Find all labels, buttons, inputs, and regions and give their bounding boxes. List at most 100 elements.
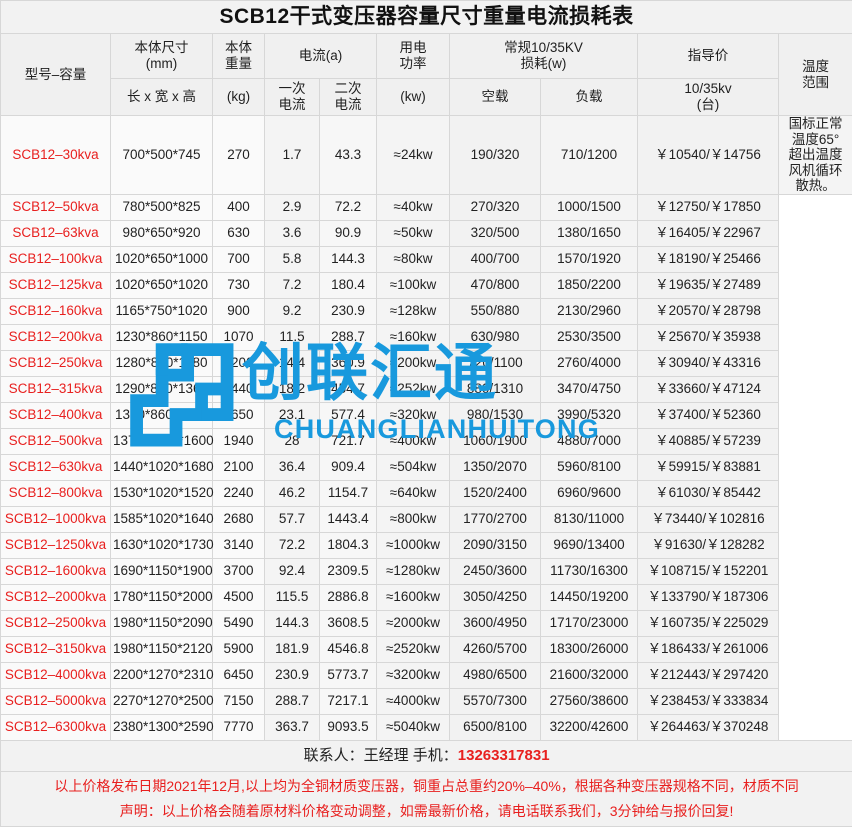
cell-model: SCB12–250kva	[1, 350, 111, 376]
cell-current-primary: 23.1	[265, 402, 320, 428]
current-title: 电流(a)	[299, 48, 343, 63]
cell-current-secondary: 5773.7	[320, 662, 377, 688]
cell-weight: 2680	[213, 506, 265, 532]
cell-current-primary: 14.4	[265, 350, 320, 376]
cell-model: SCB12–6300kva	[1, 714, 111, 740]
cell-price: ￥59915/￥83881	[638, 454, 779, 480]
cell-loss-load: 3470/4750	[541, 376, 638, 402]
cell-dimensions: 1980*1150*2090	[111, 610, 213, 636]
cell-price: ￥108715/￥152201	[638, 558, 779, 584]
cell-current-primary: 2.9	[265, 194, 320, 220]
cell-dimensions: 1440*1020*1680	[111, 454, 213, 480]
cell-loss-noload: 980/1530	[450, 402, 541, 428]
cell-model: SCB12–100kva	[1, 246, 111, 272]
cell-loss-noload: 1520/2400	[450, 480, 541, 506]
cell-loss-load: 1850/2200	[541, 272, 638, 298]
cell-current-secondary: 90.9	[320, 220, 377, 246]
cell-model: SCB12–1600kva	[1, 558, 111, 584]
cell-price: ￥18190/￥25466	[638, 246, 779, 272]
cell-loss-noload: 1350/2070	[450, 454, 541, 480]
notice-row: 以上价格发布日期2021年12月,以上均为全铜材质变压器，铜重占总重约20%–4…	[1, 771, 852, 826]
col-subheader-current-secondary: 二次 电流	[320, 79, 377, 116]
cell-weight: 3700	[213, 558, 265, 584]
cell-loss-noload: 3050/4250	[450, 584, 541, 610]
cell-model: SCB12–200kva	[1, 324, 111, 350]
cell-dimensions: 1370*1020*1600	[111, 428, 213, 454]
cell-dimensions: 1585*1020*1640	[111, 506, 213, 532]
temperature-note-cell: 国标正常 温度65° 超出温度 风机循环 散热。	[779, 116, 852, 195]
cell-dimensions: 2270*1270*2500	[111, 688, 213, 714]
cell-loss-load: 3990/5320	[541, 402, 638, 428]
cell-weight: 1200	[213, 350, 265, 376]
cell-weight: 2100	[213, 454, 265, 480]
cell-loss-load: 2130/2960	[541, 298, 638, 324]
temp-title-line2: 范围	[781, 75, 850, 91]
cell-loss-load: 1380/1650	[541, 220, 638, 246]
col-subheader-loss-noload: 空载	[450, 79, 541, 116]
notice-cell: 以上价格发布日期2021年12月,以上均为全铜材质变压器，铜重占总重约20%–4…	[1, 771, 852, 826]
cell-model: SCB12–2500kva	[1, 610, 111, 636]
col-header-model: 型号–容量	[1, 34, 111, 116]
cell-current-secondary: 180.4	[320, 272, 377, 298]
cell-dimensions: 2200*1270*2310	[111, 662, 213, 688]
cell-model: SCB12–30kva	[1, 116, 111, 195]
cell-dimensions: 1320*860*1430	[111, 402, 213, 428]
cell-loss-noload: 2450/3600	[450, 558, 541, 584]
col-header-dimensions: 本体尺寸 (mm)	[111, 34, 213, 79]
cell-power: ≈1000kw	[377, 532, 450, 558]
cell-loss-load: 1000/1500	[541, 194, 638, 220]
cell-power: ≈80kw	[377, 246, 450, 272]
col-subheader-weight-unit: (kg)	[213, 79, 265, 116]
cell-power: ≈24kw	[377, 116, 450, 195]
cell-current-primary: 28	[265, 428, 320, 454]
cell-price: ￥10540/￥14756	[638, 116, 779, 195]
page-root: SCB12干式变压器容量尺寸重量电流损耗表 型号–容量 本体尺寸 (mm) 本体…	[0, 0, 852, 779]
contact-phone[interactable]: 13263317831	[458, 747, 550, 764]
cell-current-secondary: 1443.4	[320, 506, 377, 532]
cell-current-secondary: 3608.5	[320, 610, 377, 636]
table-row[interactable]: SCB12–30kva 700*500*745 270 1.7 43.3 ≈24…	[1, 116, 852, 195]
cell-dimensions: 1530*1020*1520	[111, 480, 213, 506]
cell-loss-noload: 470/800	[450, 272, 541, 298]
cell-current-secondary: 9093.5	[320, 714, 377, 740]
cell-price: ￥61030/￥85442	[638, 480, 779, 506]
cell-power: ≈504kw	[377, 454, 450, 480]
col-subheader-dimensions: 长 x 宽 x 高	[111, 79, 213, 116]
contact-cell: 联系人：王经理 手机：13263317831	[1, 740, 852, 771]
loss-title-line1: 常规10/35KV	[452, 40, 635, 56]
cell-price: ￥264463/￥370248	[638, 714, 779, 740]
cell-price: ￥25670/￥35938	[638, 324, 779, 350]
cell-loss-noload: 550/880	[450, 298, 541, 324]
cell-dimensions: 1230*860*1150	[111, 324, 213, 350]
notice-line-2: 声明：以上价格会随着原材料价格变动调整，如需最新价格，请电话联系我们，3分钟给与…	[3, 799, 850, 824]
title-cell: SCB12干式变压器容量尺寸重量电流损耗表	[1, 1, 852, 34]
cell-loss-noload: 1770/2700	[450, 506, 541, 532]
cell-loss-noload: 190/320	[450, 116, 541, 195]
cell-power: ≈3200kw	[377, 662, 450, 688]
col-header-weight: 本体 重量	[213, 34, 265, 79]
cell-power: ≈5040kw	[377, 714, 450, 740]
col-header-current: 电流(a)	[265, 34, 377, 79]
cell-price: ￥12750/￥17850	[638, 194, 779, 220]
